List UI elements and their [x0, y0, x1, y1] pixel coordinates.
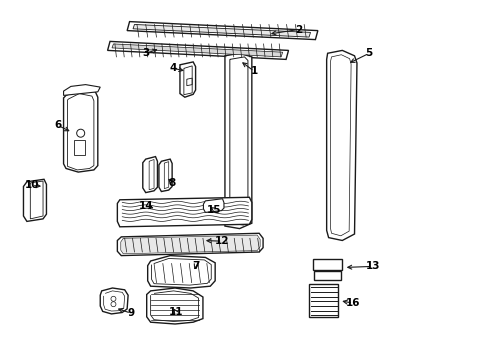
Text: 4: 4 — [169, 63, 177, 73]
Text: 5: 5 — [365, 48, 372, 58]
Text: 9: 9 — [127, 308, 134, 318]
Polygon shape — [180, 62, 195, 97]
Text: 3: 3 — [142, 48, 149, 58]
Text: 10: 10 — [24, 180, 39, 190]
Polygon shape — [330, 55, 350, 236]
Polygon shape — [147, 256, 215, 288]
Text: 12: 12 — [215, 236, 229, 246]
Polygon shape — [142, 157, 157, 193]
Polygon shape — [112, 44, 282, 57]
Polygon shape — [63, 89, 98, 172]
Text: 11: 11 — [168, 307, 183, 318]
Text: 15: 15 — [206, 204, 221, 215]
Polygon shape — [224, 53, 251, 229]
Text: 13: 13 — [365, 261, 379, 271]
Text: 2: 2 — [294, 24, 301, 35]
Text: 6: 6 — [54, 120, 61, 130]
Polygon shape — [312, 259, 342, 270]
Polygon shape — [121, 235, 260, 254]
Polygon shape — [127, 22, 317, 40]
Bar — [74, 140, 85, 155]
Polygon shape — [133, 24, 310, 37]
Text: 7: 7 — [191, 261, 199, 271]
Polygon shape — [63, 85, 100, 95]
Polygon shape — [100, 288, 128, 314]
Polygon shape — [159, 159, 172, 192]
Polygon shape — [107, 41, 288, 59]
Text: 8: 8 — [168, 178, 175, 188]
Text: 14: 14 — [138, 201, 153, 211]
Polygon shape — [314, 271, 340, 280]
Polygon shape — [146, 288, 203, 324]
Text: 16: 16 — [345, 298, 360, 308]
Polygon shape — [326, 50, 356, 240]
Polygon shape — [308, 284, 338, 317]
Polygon shape — [23, 179, 46, 221]
Polygon shape — [117, 233, 263, 256]
Polygon shape — [203, 199, 224, 212]
Text: 1: 1 — [250, 66, 257, 76]
Polygon shape — [117, 197, 251, 227]
